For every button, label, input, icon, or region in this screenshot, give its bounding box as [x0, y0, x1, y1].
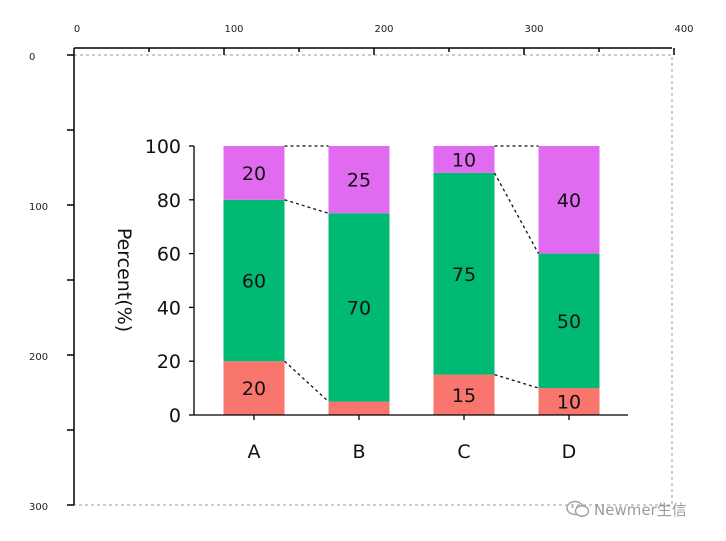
left-ruler-label: 0 — [29, 52, 35, 63]
bar-segment — [433, 146, 495, 173]
watermark-text: Newmer生信 — [594, 500, 687, 519]
bar-segment — [433, 172, 495, 375]
bar-segment — [223, 146, 285, 200]
bar-segment — [223, 361, 285, 415]
bar-segment — [538, 146, 600, 254]
data-label: 75 — [452, 264, 476, 286]
data-label: 20 — [242, 378, 266, 400]
top-ruler-label: 400 — [674, 24, 693, 35]
left-ruler-label: 200 — [29, 352, 48, 363]
bar-segment — [328, 146, 390, 214]
bar-segment — [223, 199, 285, 362]
y-tick-label: 40 — [157, 297, 181, 319]
top-ruler-labels: 0 100 200 300 400 — [74, 24, 694, 35]
y-tick-label: 100 — [145, 136, 181, 158]
left-ruler-labels: 0 100 200 300 — [29, 52, 48, 513]
top-ruler-label: 100 — [224, 24, 243, 35]
bar-segment — [433, 374, 495, 415]
top-ruler-label: 300 — [524, 24, 543, 35]
data-label: 50 — [557, 311, 581, 333]
left-ruler-label: 100 — [29, 202, 48, 213]
connector-line — [284, 199, 329, 214]
data-label: 15 — [452, 385, 476, 407]
bar-segment — [328, 213, 390, 402]
x-tick-label: A — [248, 441, 261, 463]
x-tick-label: C — [457, 441, 470, 463]
data-label: 40 — [557, 190, 581, 212]
canvas-frame — [73, 54, 673, 506]
top-ruler-label: 0 — [74, 24, 80, 35]
bar-segment — [538, 253, 600, 389]
y-axis-label: Percent(%) — [113, 228, 135, 332]
top-ruler-label: 200 — [374, 24, 393, 35]
ruler-ticks — [67, 48, 675, 506]
data-label: 20 — [242, 163, 266, 185]
chart-area: 20 15 10 60 70 75 50 20 25 10 40 0 20 40 60 80 100 A B C D — [145, 136, 628, 463]
connector-line — [493, 172, 540, 254]
bar-segment — [538, 388, 600, 415]
data-label: 10 — [557, 392, 581, 414]
wechat-icon — [566, 500, 590, 517]
y-tick-label: 80 — [157, 190, 181, 212]
y-tick-label: 20 — [157, 351, 181, 373]
x-tick-label: D — [562, 441, 577, 463]
y-tick-label: 60 — [157, 244, 181, 266]
data-label: 60 — [242, 271, 266, 293]
y-tick-label: 0 — [169, 405, 181, 427]
data-label: 70 — [347, 297, 371, 319]
connector-line — [284, 360, 329, 403]
left-ruler-label: 300 — [29, 502, 48, 513]
connector-line — [494, 374, 539, 389]
bar-segment — [328, 401, 390, 415]
data-label: 25 — [347, 170, 371, 192]
watermark: Newmer生信 — [566, 498, 687, 520]
data-label: 10 — [452, 149, 476, 171]
x-tick-label: B — [352, 441, 365, 463]
